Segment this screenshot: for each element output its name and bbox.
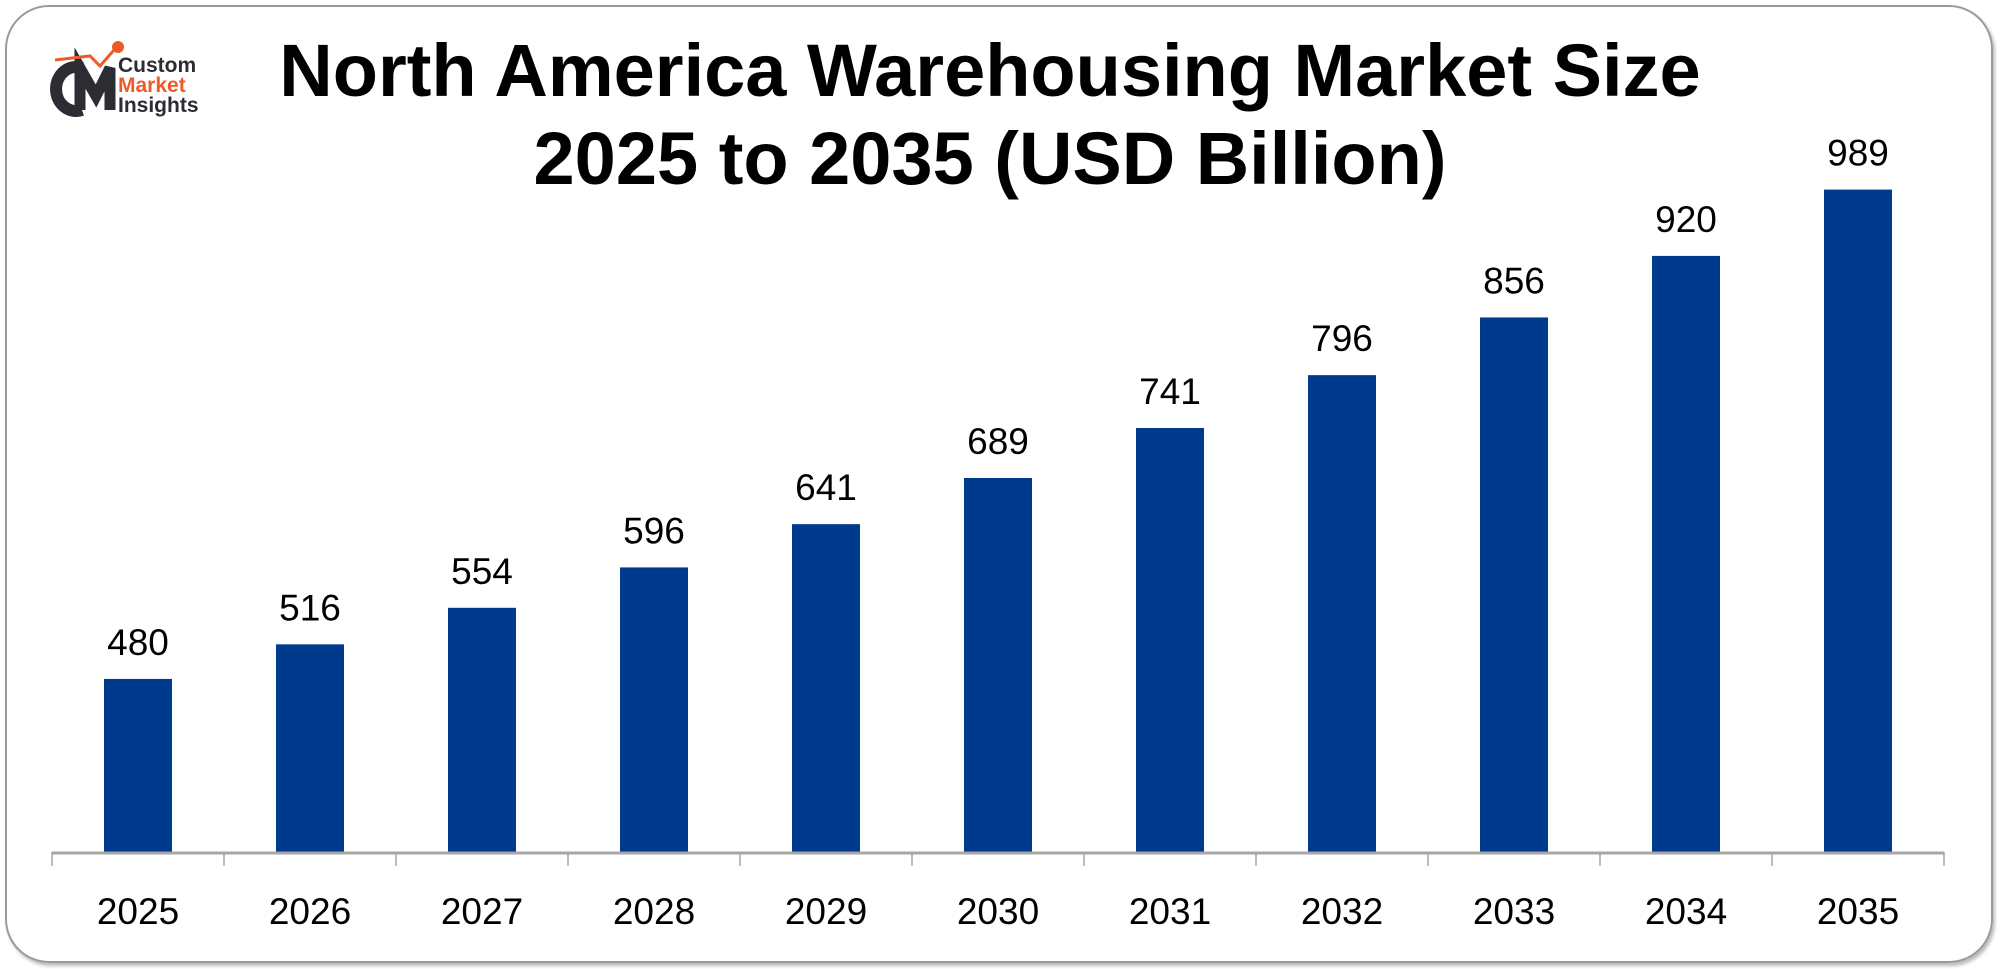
chart-title-line-2: 2025 to 2035 (USD Billion)	[533, 117, 1447, 200]
data-label-2029: 641	[795, 467, 857, 508]
x-tick-label-2028: 2028	[613, 891, 695, 932]
bar-2026	[276, 644, 344, 852]
x-tick-label-2025: 2025	[97, 891, 179, 932]
data-label-2030: 689	[967, 421, 1029, 462]
cmi-logo-mark	[50, 41, 124, 117]
x-tick-label-2032: 2032	[1301, 891, 1383, 932]
x-tick-label-2027: 2027	[441, 891, 523, 932]
x-tick-label-2035: 2035	[1817, 891, 1899, 932]
chart-title-line-1: North America Warehousing Market Size	[279, 29, 1701, 112]
logo-line-2: Market	[118, 74, 186, 97]
bar-2025	[104, 678, 172, 852]
data-label-2028: 596	[623, 510, 685, 551]
chart-frame	[5, 5, 1993, 963]
x-tick-label-2034: 2034	[1645, 891, 1727, 932]
bar-2031	[1136, 428, 1204, 852]
bar-2033	[1480, 317, 1548, 853]
data-label-2032: 796	[1311, 318, 1373, 359]
data-label-2027: 554	[451, 551, 513, 592]
x-tick-label-2033: 2033	[1473, 891, 1555, 932]
bar-2030	[964, 478, 1032, 852]
data-label-2034: 920	[1655, 199, 1717, 240]
bar-2027	[448, 607, 516, 852]
x-tick-label-2026: 2026	[269, 891, 351, 932]
x-tick-label-2031: 2031	[1129, 891, 1211, 932]
x-tick-label-2030: 2030	[957, 891, 1039, 932]
bar-2028	[620, 567, 688, 852]
data-label-2031: 741	[1139, 371, 1201, 412]
logo-text: Custom Market Insights	[118, 54, 199, 117]
bar-2034	[1652, 255, 1720, 852]
data-label-2025: 480	[107, 622, 169, 663]
data-label-2026: 516	[279, 587, 341, 628]
data-label-2033: 856	[1483, 260, 1545, 301]
company-logo	[30, 38, 230, 118]
bar-2032	[1308, 375, 1376, 852]
data-label-2035: 989	[1827, 133, 1889, 174]
x-tick-label-2029: 2029	[785, 891, 867, 932]
logo-line-1: Custom	[118, 54, 197, 77]
bar-2035	[1824, 189, 1892, 853]
bar-2029	[792, 524, 860, 852]
logo-line-3: Insights	[118, 94, 199, 117]
